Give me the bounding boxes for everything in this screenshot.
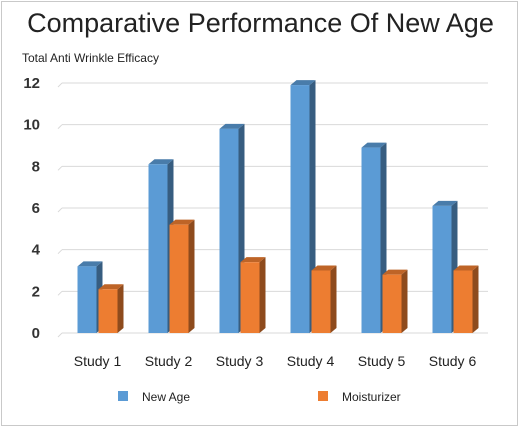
- x-tick-label: Study 1: [74, 353, 122, 369]
- bar-top: [290, 80, 316, 86]
- grid-line-depth: [57, 290, 63, 296]
- legend: New Age Moisturizer: [118, 390, 401, 404]
- bar-moisturizer: [453, 265, 479, 333]
- bar-top: [453, 265, 479, 271]
- bar-side: [117, 284, 124, 333]
- y-tick-labels: 0 2 4 6 8 10 12: [23, 75, 40, 342]
- bar-moisturizer: [240, 257, 266, 333]
- bar-top: [219, 123, 245, 129]
- bar-moisturizer: [169, 219, 195, 333]
- bar-top: [240, 257, 266, 263]
- x-tick-label: Study 2: [145, 353, 193, 369]
- x-tick-label: Study 3: [216, 353, 264, 369]
- grid-line-depth: [57, 124, 63, 130]
- bar-top: [311, 265, 337, 271]
- bar-side: [401, 269, 408, 333]
- legend-label: Moisturizer: [342, 390, 401, 404]
- x-tick-label: Study 6: [429, 353, 477, 369]
- legend-swatch: [318, 391, 328, 401]
- y-axis-label: Total Anti Wrinkle Efficacy: [22, 51, 159, 65]
- bar-moisturizer: [98, 284, 124, 333]
- bar-new-age: [432, 200, 458, 333]
- bar-side: [188, 219, 195, 333]
- bar-front: [361, 147, 381, 333]
- x-tick-labels: Study 1 Study 2 Study 3 Study 4 Study 5 Study…: [74, 353, 477, 369]
- y-tick-label: 10: [23, 117, 40, 134]
- legend-swatch: [118, 391, 128, 401]
- bar-side: [330, 265, 337, 333]
- bar-moisturizer: [311, 265, 337, 333]
- bar-front: [290, 85, 310, 333]
- bar-front: [77, 266, 97, 333]
- bar-top: [432, 200, 458, 206]
- bar-front: [219, 128, 239, 333]
- x-tick-label: Study 5: [358, 353, 406, 369]
- chart-title: Comparative Performance Of New Age: [27, 8, 494, 38]
- bar-side: [259, 257, 266, 333]
- bar-top: [148, 159, 174, 165]
- y-tick-label: 2: [32, 283, 40, 300]
- bar-top: [361, 142, 387, 148]
- y-tick-label: 8: [32, 158, 40, 175]
- bar-front: [453, 270, 473, 333]
- y-tick-label: 12: [23, 75, 40, 92]
- grid-lines: [57, 82, 488, 338]
- bar-front: [382, 274, 402, 333]
- y-tick-label: 4: [32, 242, 41, 259]
- grid-line-depth: [57, 332, 63, 338]
- bar-top: [98, 284, 124, 290]
- grid-line-depth: [57, 165, 63, 171]
- bar-moisturizer: [382, 269, 408, 333]
- grid-line-depth: [57, 249, 63, 255]
- legend-label: New Age: [142, 390, 190, 404]
- y-tick-label: 0: [32, 325, 40, 342]
- bar-front: [311, 270, 331, 333]
- bar-front: [432, 205, 452, 333]
- bar-side: [472, 265, 479, 333]
- bar-front: [240, 262, 260, 333]
- bar-front: [148, 164, 168, 333]
- grid-line-depth: [57, 207, 63, 213]
- grid-line-depth: [57, 82, 63, 88]
- bar-front: [98, 289, 118, 333]
- bar-top: [382, 269, 408, 275]
- x-tick-label: Study 4: [287, 353, 335, 369]
- y-tick-label: 6: [32, 200, 40, 217]
- bars: [77, 80, 479, 333]
- bar-front: [169, 224, 189, 333]
- bar-top: [77, 261, 103, 267]
- bar-top: [169, 219, 195, 225]
